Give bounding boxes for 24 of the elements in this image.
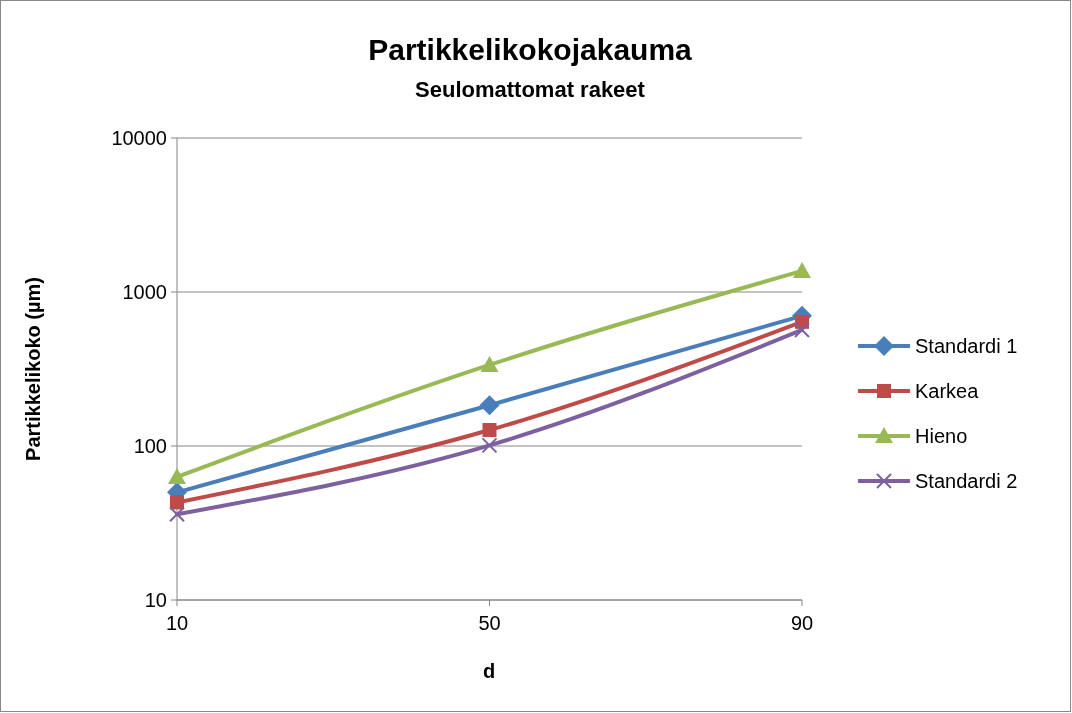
x-axis-title: d <box>482 660 496 682</box>
point <box>793 261 811 278</box>
point <box>480 355 499 372</box>
y-tick-label: 10 <box>144 589 167 611</box>
point <box>481 437 498 454</box>
legend-label: Karkea <box>915 380 980 402</box>
point <box>168 467 186 484</box>
chart-title: Partikkelikokojakauma <box>368 33 693 66</box>
point <box>170 495 184 510</box>
x-tick-label: 90 <box>790 612 814 634</box>
legend-label: Standardi 1 <box>915 335 1018 357</box>
point <box>479 395 500 416</box>
x-tick-label: 10 <box>165 612 189 634</box>
point <box>169 506 185 523</box>
legend-label: Standardi 2 <box>915 470 1018 492</box>
y-tick-label: 1000 <box>122 281 167 303</box>
chart-subtitle: Seulomattomat rakeet <box>415 77 646 102</box>
x-tick-label: 50 <box>478 612 501 634</box>
y-tick-label: 10000 <box>111 127 167 149</box>
y-axis-title: Partikkelikoko (µm) <box>22 277 44 461</box>
point <box>794 321 810 338</box>
y-tick-label: 100 <box>133 435 167 457</box>
point <box>482 423 497 438</box>
legend-label: Hieno <box>915 425 968 447</box>
